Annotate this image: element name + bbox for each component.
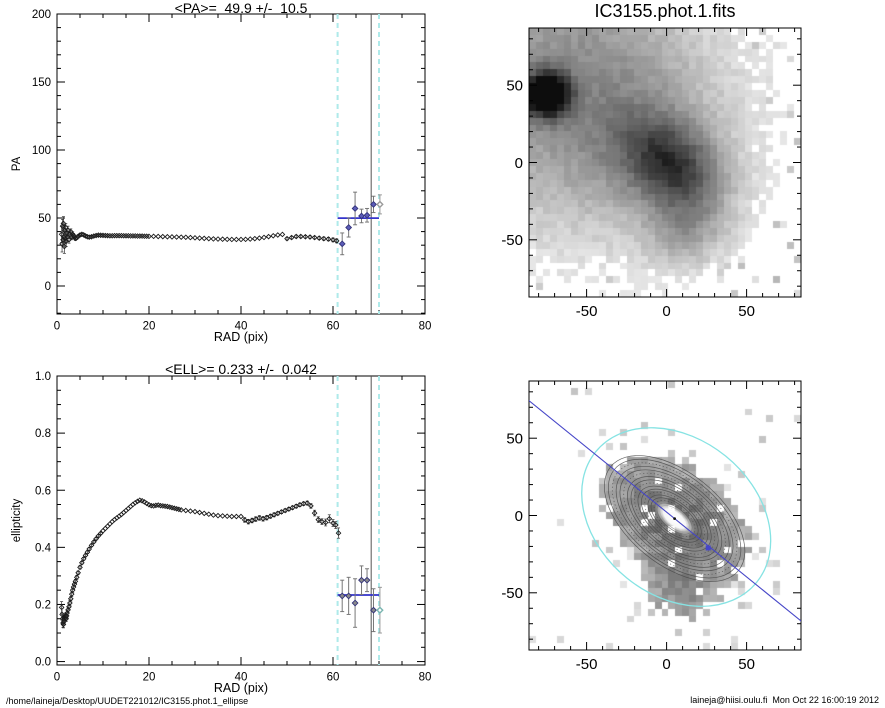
svg-text:0.2: 0.2: [35, 599, 51, 611]
svg-text:0.0: 0.0: [35, 657, 51, 669]
svg-text:0: 0: [515, 508, 523, 525]
svg-text:20: 20: [143, 672, 156, 684]
ell-plot-title: <ELL>= 0.233 +/- 0.042: [165, 361, 317, 377]
svg-text:-50: -50: [501, 585, 523, 602]
svg-text:150: 150: [32, 77, 51, 89]
svg-text:0: 0: [662, 303, 670, 320]
svg-text:50: 50: [38, 213, 51, 225]
svg-text:80: 80: [419, 672, 432, 684]
svg-text:60: 60: [327, 321, 340, 333]
svg-text:50: 50: [506, 77, 523, 94]
svg-text:-50: -50: [576, 303, 598, 320]
svg-text:-50: -50: [576, 656, 598, 673]
svg-text:0: 0: [45, 281, 51, 293]
ell_profile-fit-points: [338, 565, 384, 634]
svg-text:80: 80: [419, 321, 432, 333]
pa_profile-panel: 0 20 40 60 80 0 50 100 150 200 RAD (pix) PA: [11, 9, 431, 344]
svg-text:PA: PA: [11, 156, 23, 171]
svg-text:200: 200: [32, 9, 51, 21]
svg-text:0: 0: [54, 321, 60, 333]
svg-text:0.8: 0.8: [35, 428, 51, 440]
ellipse-overlay-canvas: [529, 381, 801, 650]
svg-text:50: 50: [738, 656, 755, 673]
svg-text:40: 40: [235, 321, 248, 333]
svg-text:RAD (pix): RAD (pix): [214, 330, 268, 344]
svg-text:40: 40: [235, 672, 248, 684]
fits-image-canvas: [529, 28, 801, 297]
svg-text:50: 50: [738, 303, 755, 320]
svg-text:20: 20: [143, 321, 156, 333]
footer-file-path: /home/laineja/Desktop/UUDET221012/IC3155…: [6, 696, 249, 706]
svg-text:RAD (pix): RAD (pix): [214, 681, 268, 695]
svg-text:ellipticity: ellipticity: [11, 499, 23, 543]
fits-image-title: IC3155.phot.1.fits: [594, 1, 736, 21]
svg-text:0: 0: [662, 656, 670, 673]
svg-text:0: 0: [515, 155, 523, 172]
svg-text:60: 60: [327, 672, 340, 684]
pa_profile-fit-points: [338, 191, 384, 256]
svg-text:-50: -50: [501, 232, 523, 249]
svg-text:0.4: 0.4: [35, 542, 52, 554]
ell_profile-panel: 0 20 40 60 80 0.0 0.2 0.4 0.6 0.8 1.0 RAD (pix) elli…: [11, 371, 431, 695]
svg-text:1.0: 1.0: [35, 371, 51, 383]
svg-text:0.6: 0.6: [35, 485, 51, 497]
svg-text:0: 0: [54, 672, 60, 684]
pa_profile-points: [58, 216, 340, 254]
svg-text:100: 100: [32, 145, 51, 157]
pa-plot-title: <PA>= 49.9 +/- 10.5: [174, 0, 308, 16]
footer-user-timestamp: laineja@hiisi.oulu.fi Mon Oct 22 16:00:1…: [690, 695, 879, 705]
ell_profile-points: [58, 497, 342, 629]
svg-text:50: 50: [506, 430, 523, 447]
